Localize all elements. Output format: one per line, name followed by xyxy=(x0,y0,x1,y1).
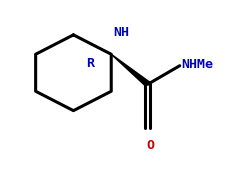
Text: R: R xyxy=(86,57,94,70)
Polygon shape xyxy=(111,54,150,86)
Text: NH: NH xyxy=(114,26,130,39)
Text: NHMe: NHMe xyxy=(181,58,213,71)
Text: O: O xyxy=(146,139,154,151)
